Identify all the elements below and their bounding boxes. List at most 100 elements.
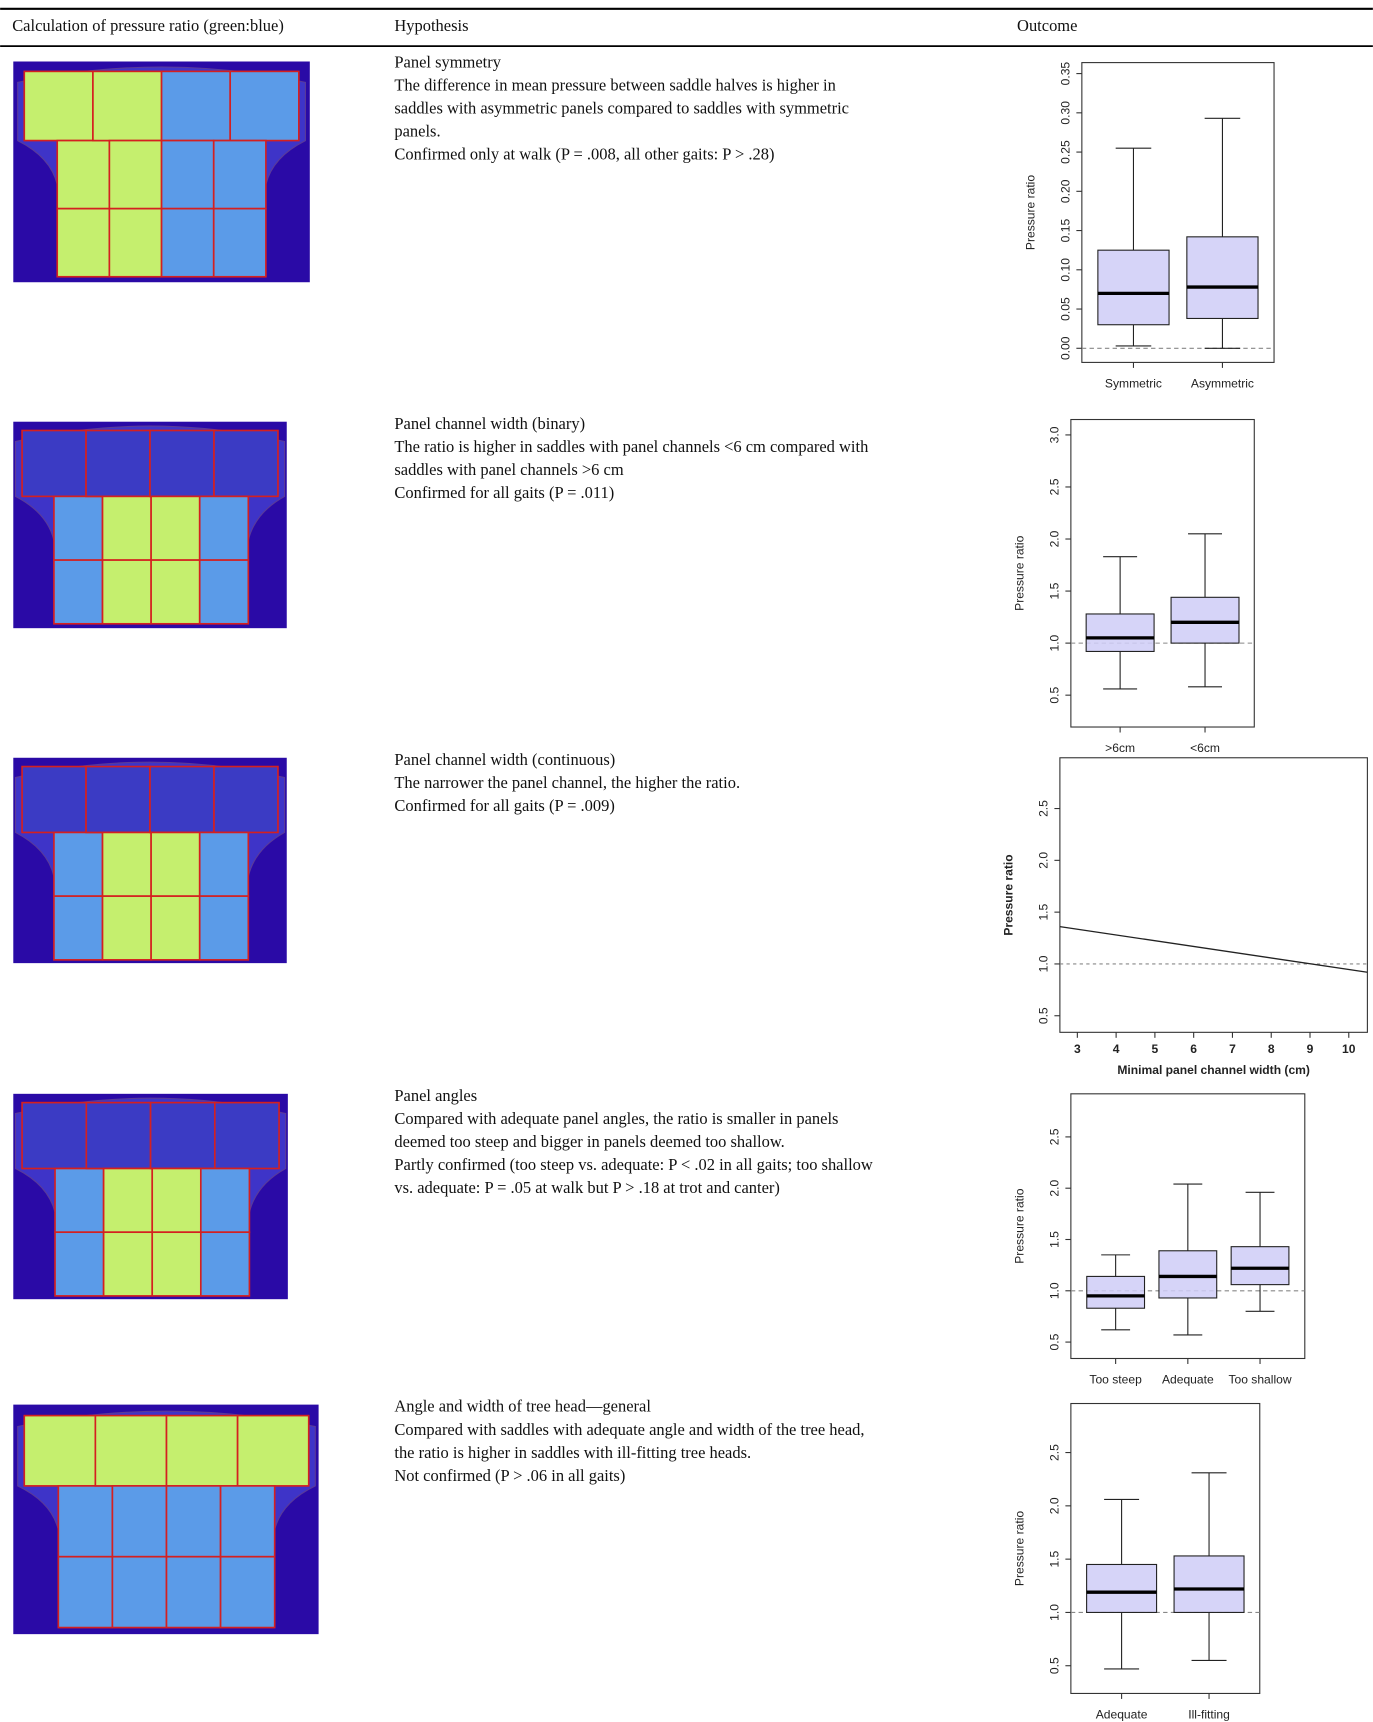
saddle-cell [102,1231,154,1297]
saddle-cell [150,831,201,897]
hypothesis-line: panels. [394,122,440,141]
saddle-cell [57,1555,114,1629]
saddle-cell [150,559,201,625]
box [1158,1250,1218,1299]
y-tick-label: 1.0 [1037,955,1051,972]
saddle-cell [111,1485,168,1558]
saddle-cell [21,1101,88,1170]
hypothesis-title: Panel channel width (continuous) [394,750,615,769]
y-axis-label: Pressure ratio [1013,1188,1027,1263]
saddle-cell [57,1485,114,1558]
plot-frame [1081,62,1275,363]
x-tick-label: Ill-fitting [1188,1708,1230,1722]
saddle-cell [54,1167,105,1234]
plot-frame [1070,1402,1261,1694]
y-tick-label: 2.0 [1048,1497,1062,1514]
saddle-cell [56,207,111,278]
saddle-cell [198,495,250,561]
hypothesis-line: The difference in mean pressure between … [394,76,835,95]
y-tick-label: 0.10 [1059,258,1073,282]
saddle-cell [21,429,87,498]
saddle-cell [199,1231,251,1297]
box [1097,249,1170,326]
column-header: Hypothesis [394,16,468,35]
saddle-cell [102,1167,154,1234]
y-tick-label: 1.5 [1048,582,1062,599]
y-tick-label: 1.5 [1037,903,1051,920]
saddle-cell [199,1167,251,1234]
x-tick-label: 10 [1342,1042,1356,1056]
saddle-cell [212,207,267,278]
y-tick-label: 2.0 [1048,1180,1062,1197]
hypothesis-line: Compared with saddles with adequate angl… [394,1420,864,1439]
x-tick-label: Too steep [1089,1373,1142,1387]
x-tick-label: 8 [1268,1042,1275,1056]
saddle-cell [92,70,163,142]
y-tick-label: 2.5 [1048,1128,1062,1145]
y-tick-label: 2.5 [1037,800,1051,817]
y-tick-label: 1.5 [1048,1231,1062,1248]
y-axis-label: Pressure ratio [1002,854,1016,935]
saddle-cell [53,495,104,561]
y-tick-label: 2.5 [1048,478,1062,495]
x-tick-label: Adequate [1162,1373,1214,1387]
saddle-cell [108,139,163,210]
x-tick-label: Adequate [1096,1708,1148,1722]
saddle-cell [219,1555,276,1629]
y-axis-label: Pressure ratio [1013,1511,1027,1586]
saddle-cell [85,429,151,498]
saddle-cell [229,70,300,142]
box [1230,1246,1290,1286]
saddle-cell [23,70,94,142]
hypothesis-line: Confirmed for all gaits (P = .009) [394,796,614,815]
y-tick-label: 0.5 [1048,1657,1062,1674]
saddle-cell [165,1414,239,1487]
y-tick-label: 3.0 [1048,426,1062,443]
box [1173,1555,1245,1613]
y-tick-label: 0.5 [1048,686,1062,703]
saddle-cell [151,1231,202,1297]
saddle-cell [219,1485,276,1558]
hypothesis-line: The ratio is higher in saddles with pane… [394,437,869,456]
x-tick-label: 4 [1113,1042,1120,1056]
hypothesis-title: Panel symmetry [394,52,501,71]
y-tick-label: 0.25 [1059,140,1073,164]
box [1085,613,1155,652]
hypothesis-line: Not confirmed (P > .06 in all gaits) [394,1466,625,1485]
box [1086,1275,1146,1309]
hypothesis-title: Panel angles [394,1086,477,1105]
y-axis-label: Pressure ratio [1024,175,1038,250]
saddle-cell [54,1231,105,1297]
y-tick-label: 1.5 [1048,1550,1062,1567]
saddle-cell [213,765,279,834]
hypothesis-line: Compared with adequate panel angles, the… [394,1109,838,1128]
x-tick-label: Asymmetric [1191,377,1254,391]
y-tick-label: 0.15 [1059,219,1073,243]
hypothesis-line: Confirmed for all gaits (P = .011) [394,483,614,502]
column-header: Outcome [1017,16,1077,35]
y-tick-label: 2.0 [1048,530,1062,547]
plot-frame [1070,418,1255,728]
x-tick-label: 9 [1307,1042,1314,1056]
y-tick-label: 0.00 [1059,336,1073,360]
y-tick-label: 0.30 [1059,101,1073,125]
saddle-cell [213,1101,280,1170]
y-tick-label: 2.5 [1048,1444,1062,1461]
x-tick-label: 7 [1229,1042,1236,1056]
y-tick-label: 0.20 [1059,179,1073,203]
saddle-cell [111,1555,168,1629]
saddle-cell [160,139,215,210]
fit-line [1059,925,1368,973]
x-tick-label: 6 [1190,1042,1197,1056]
saddle-cell [160,70,232,142]
hypothesis-line: vs. adequate: P = .05 at walk but P > .1… [394,1178,780,1197]
y-tick-label: 0.35 [1059,62,1073,86]
saddle-cell [23,1414,97,1487]
saddle-cell [150,895,201,961]
y-tick-label: 0.5 [1048,1333,1062,1350]
saddle-cell [151,1167,202,1234]
x-tick-label: 5 [1152,1042,1159,1056]
column-header: Calculation of pressure ratio (green:blu… [12,16,284,35]
x-tick-label: Symmetric [1105,377,1162,391]
